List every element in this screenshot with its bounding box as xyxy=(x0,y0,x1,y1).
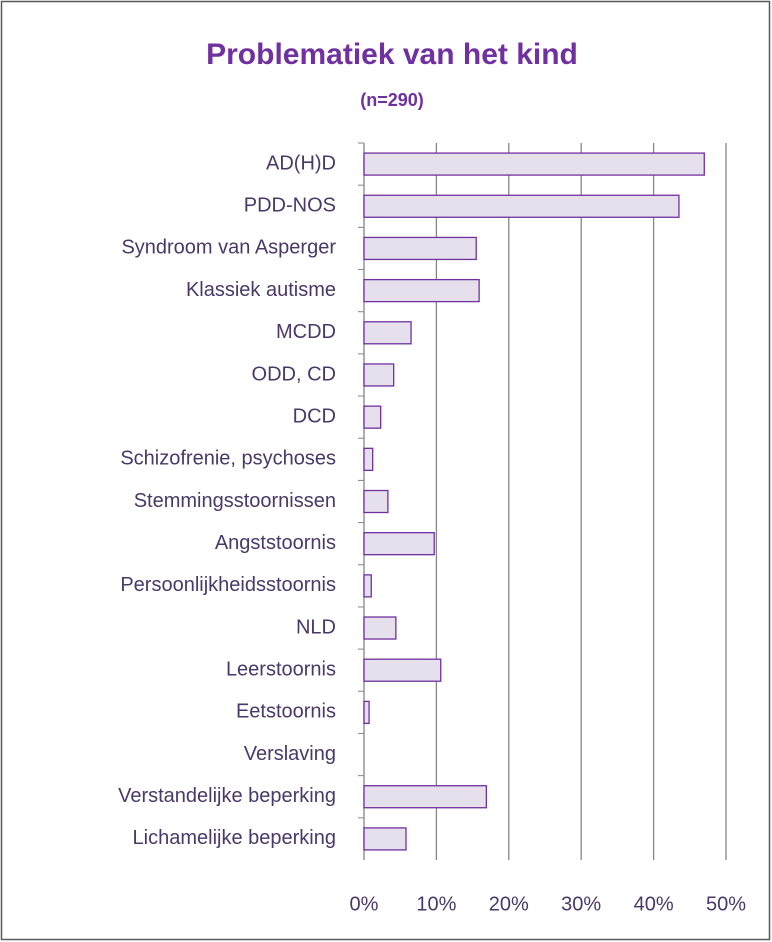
y-tick-label: AD(H)D xyxy=(266,152,336,174)
y-tick-label: ODD, CD xyxy=(252,363,336,385)
bar xyxy=(363,405,382,429)
y-tick-label: Schizofrenie, psychoses xyxy=(120,448,336,470)
chart-title: Problematiek van het kind xyxy=(206,38,578,71)
x-tick-label: 40% xyxy=(634,893,674,915)
bar xyxy=(363,616,397,640)
x-tick-label: 10% xyxy=(416,893,456,915)
bar xyxy=(363,489,389,514)
bar xyxy=(363,236,477,261)
y-tick-label: Persoonlijkheidsstoornis xyxy=(120,574,336,596)
bar xyxy=(363,447,374,471)
bar xyxy=(363,700,370,725)
bar xyxy=(363,363,395,387)
bar xyxy=(363,574,372,598)
bar xyxy=(363,152,705,176)
y-tick-label: Eetstoornis xyxy=(236,701,336,723)
y-tick-label: PDD-NOS xyxy=(244,195,336,217)
y-tick-label: Verstandelijke beperking xyxy=(118,785,336,807)
chart-subtitle: (n=290) xyxy=(360,90,424,110)
bar xyxy=(363,658,442,682)
y-tick-label: MCDD xyxy=(276,321,336,343)
bar xyxy=(363,321,412,345)
y-tick-label: DCD xyxy=(293,405,336,427)
x-tick-label: 50% xyxy=(706,893,746,915)
bar xyxy=(363,278,480,303)
bar xyxy=(363,827,407,851)
x-tick-label: 30% xyxy=(561,893,601,915)
y-tick-label: Syndroom van Asperger xyxy=(121,237,336,259)
x-tick-label: 0% xyxy=(350,893,379,915)
y-tick-label: Stemmingsstoornissen xyxy=(134,490,336,512)
y-tick-label: Verslaving xyxy=(244,743,336,765)
x-tick-label: 20% xyxy=(489,893,529,915)
y-tick-label: Lichamelijke beperking xyxy=(133,827,336,849)
y-tick-label: Klassiek autisme xyxy=(186,279,336,301)
y-tick-label: NLD xyxy=(296,616,336,638)
bar xyxy=(363,785,488,809)
y-tick-label: Angststoornis xyxy=(215,532,336,554)
bar xyxy=(363,194,680,218)
bar xyxy=(363,532,435,556)
y-tick-label: Leerstoornis xyxy=(226,658,336,680)
